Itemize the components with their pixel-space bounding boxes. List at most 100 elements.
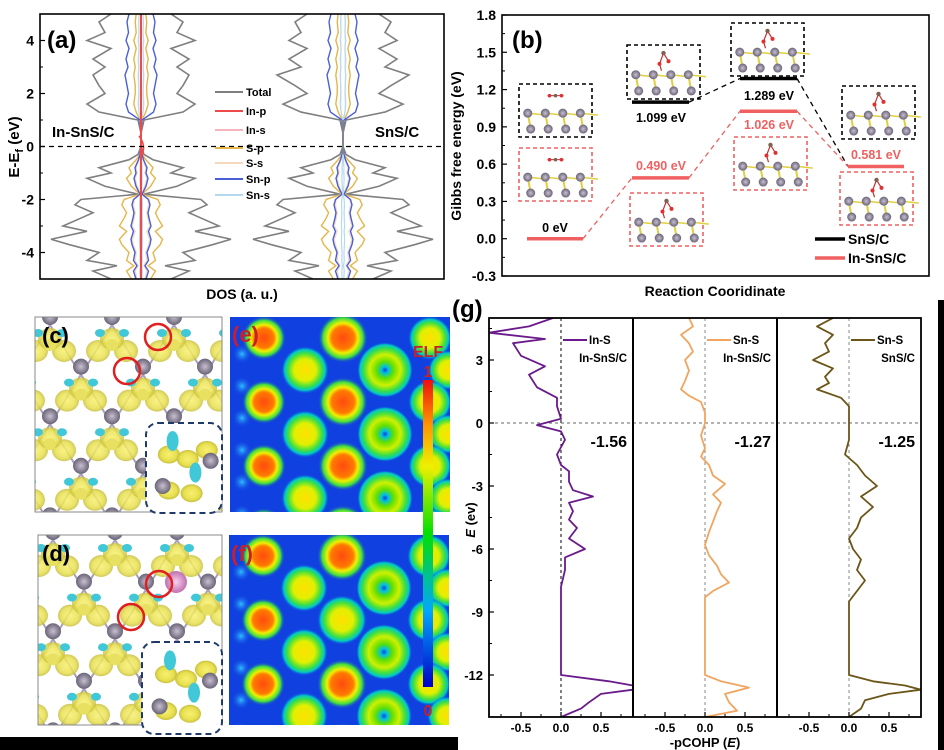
elf-blob [325, 505, 361, 512]
charge-depletion [281, 527, 291, 535]
sn-atom [169, 535, 185, 540]
structure-inset [841, 85, 921, 140]
y-axis-label: E (ev) [463, 502, 478, 537]
legend-label: Total [246, 87, 271, 99]
charge-depletion [67, 692, 77, 701]
sn-atom [735, 47, 745, 57]
charge-lobe [7, 278, 31, 300]
elf-blob [408, 317, 450, 360]
elf-blob [318, 441, 368, 491]
charge-depletion [119, 329, 129, 337]
x-tick-label: 0.0 [841, 721, 858, 735]
cohp-curve [680, 318, 750, 717]
legend-label: Sn-p [246, 174, 271, 186]
elf-blob [356, 560, 412, 616]
s-atom [47, 653, 59, 666]
sn-atom [526, 188, 536, 198]
charge-depletion [5, 693, 15, 701]
svg-text:E-Ef (eV): E-Ef (eV) [6, 116, 26, 177]
charge-lobe [0, 290, 17, 312]
s-atom [78, 702, 90, 715]
charge-depletion [5, 494, 15, 502]
cohp-subplot: -0.5 0.0 0.5 Sn-S In-SnS/C -1.27 [633, 318, 777, 735]
charge-depletion [305, 527, 315, 535]
charge-lobe [213, 555, 222, 577]
y-tick-label: 1.8 [477, 7, 497, 23]
adsorbate-atom [559, 93, 564, 98]
charge-depletion [88, 378, 98, 387]
sn-atom [683, 70, 693, 80]
connector-line [796, 110, 849, 167]
s-atom [75, 388, 87, 401]
highlight-circle [112, 356, 142, 386]
charge-lobe [180, 484, 203, 503]
panel-label-f: (f) [231, 541, 253, 566]
x-tick-label: 0.5 [737, 721, 754, 735]
charge-depletion [166, 431, 179, 451]
s-atom [75, 289, 87, 301]
sn-atom [151, 698, 168, 715]
highlight-circle [116, 602, 146, 632]
sn-atom [104, 507, 120, 512]
cohp-subplot: -0.5 0.0 0.5 Sn-S SnS/C -1.25 [777, 318, 921, 735]
y-tick-label: -12 [464, 668, 483, 683]
sn-atom [787, 47, 797, 57]
y-tick-label: 0.0 [477, 231, 497, 247]
charge-depletion [219, 329, 222, 337]
charge-depletion [191, 593, 201, 602]
sn-atom [107, 535, 123, 540]
charge-depletion [212, 378, 222, 387]
dos-sn-p-curve [124, 14, 142, 279]
sn-atom [42, 408, 58, 425]
sn-atom [135, 358, 151, 375]
elf-blob [428, 350, 450, 390]
y-tick-label: 2 [26, 86, 34, 102]
charge-depletion [188, 682, 200, 703]
y-axis-label: Gibbs free energy (eV) [448, 71, 464, 220]
bond [0, 540, 22, 590]
sn-atom [14, 474, 30, 490]
y-ticks: -0.3 0.0 0.3 0.6 0.9 1.2 1.5 1.8 [472, 7, 507, 284]
charge-depletion [0, 544, 8, 552]
legend-label: S-s [246, 158, 263, 170]
legend-label: In-S [589, 335, 611, 347]
sn-atom [76, 672, 92, 689]
charge-depletion [164, 650, 176, 671]
adsorbate-atom [768, 142, 773, 148]
charge-depletion [57, 527, 67, 535]
y-tick-label: -9 [471, 605, 483, 620]
colorbar-gradient [423, 380, 433, 687]
charge-lobe [10, 593, 34, 615]
icohp-value: -1.27 [735, 434, 772, 451]
charge-lobe [0, 605, 20, 627]
sn-atom [686, 86, 696, 96]
adsorbate-atom [764, 153, 769, 158]
sn-atom [689, 233, 699, 243]
sn-atom [847, 212, 857, 222]
dos-total-curve [342, 14, 434, 279]
charge-depletion [129, 692, 139, 701]
adsorbate-atom [657, 61, 662, 66]
s-atom [47, 554, 59, 566]
sn-atom [73, 457, 89, 474]
sn-atom [773, 161, 783, 171]
charge-lobe [0, 555, 17, 577]
sn-atom [651, 217, 661, 227]
charge-depletion [64, 477, 74, 486]
adsorbate-atom [761, 39, 766, 44]
legend-label: In-SnS/C [579, 353, 627, 365]
s-atom [323, 289, 335, 301]
y-ticks: -4 -2 0 2 4 [22, 13, 45, 280]
sn-atom [73, 259, 89, 275]
connector-line [688, 77, 741, 103]
legend-label: SnS/C [848, 231, 889, 247]
legend-label: Sn-S [877, 335, 904, 347]
charge-depletion [219, 527, 229, 535]
charge-lobe [131, 278, 155, 300]
bond [0, 424, 19, 474]
adsorbate-atom [669, 206, 674, 211]
sn-atom [738, 161, 748, 171]
charge-depletion [160, 544, 170, 552]
adsorbate-atom [559, 157, 564, 162]
